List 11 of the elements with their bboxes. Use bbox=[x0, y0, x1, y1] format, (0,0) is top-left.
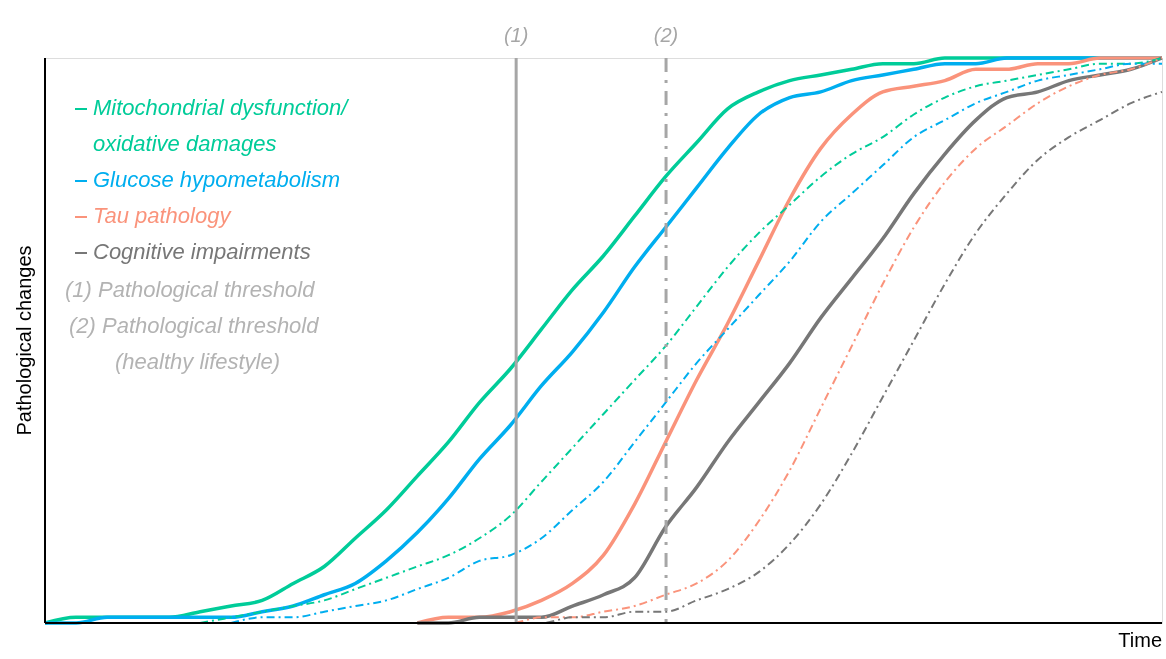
legend-label: Mitochondrial dysfunction/ oxidative damages bbox=[93, 95, 350, 156]
annotation: (2) Pathological threshold bbox=[69, 313, 320, 338]
annotation: (1) Pathological threshold bbox=[65, 277, 316, 302]
legend-label: Tau pathology bbox=[93, 203, 233, 228]
annotation: (healthy lifestyle) bbox=[115, 349, 281, 374]
text: (2) bbox=[653, 24, 679, 46]
y-axis-title: Pathological changes bbox=[13, 245, 35, 436]
legend-label: Glucose hypometabolism bbox=[93, 167, 341, 192]
text: (1) bbox=[503, 24, 529, 46]
x-axis-title: Time bbox=[1118, 629, 1162, 651]
legend-label: Cognitive impairments bbox=[93, 239, 311, 264]
